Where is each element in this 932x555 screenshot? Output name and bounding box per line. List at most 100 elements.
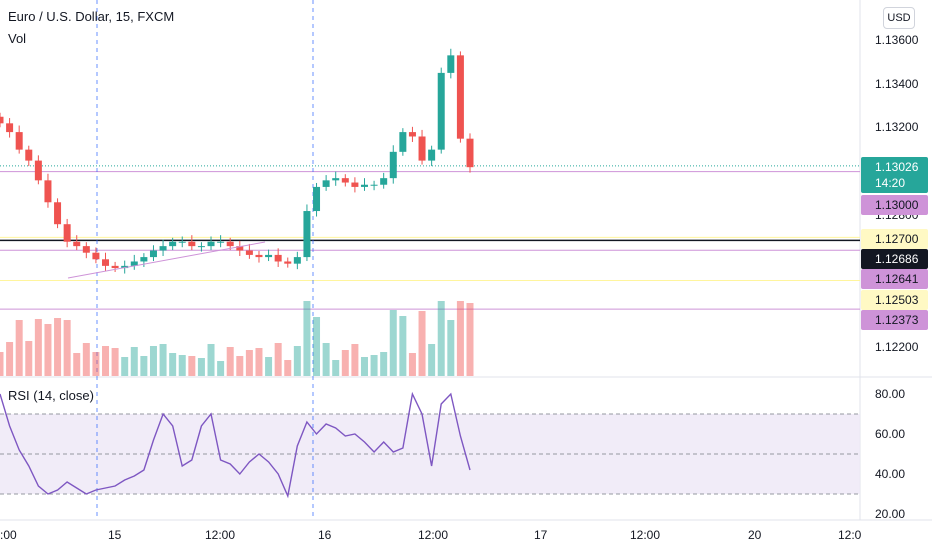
- candle[interactable]: [408, 132, 416, 137]
- volume-bar: [418, 311, 426, 376]
- candle[interactable]: [6, 123, 14, 133]
- candle[interactable]: [389, 151, 397, 179]
- candle[interactable]: [111, 265, 119, 269]
- candle[interactable]: [178, 241, 186, 243]
- candle[interactable]: [245, 250, 253, 255]
- volume-bar: [121, 357, 129, 376]
- volume-bar: [380, 352, 388, 376]
- last-price-badge: 1.13026 14:20: [861, 157, 928, 193]
- candle[interactable]: [34, 160, 42, 181]
- volume-bar: [149, 346, 157, 376]
- volume-bar: [245, 350, 253, 376]
- candle[interactable]: [380, 178, 388, 185]
- rsi-legend[interactable]: RSI (14, close): [6, 388, 96, 403]
- volume-bar: [399, 316, 407, 376]
- volume-bar: [102, 346, 110, 376]
- candle[interactable]: [188, 241, 196, 247]
- candle[interactable]: [399, 132, 407, 152]
- time-tick-label: :00: [0, 528, 17, 542]
- trend-line[interactable]: [67, 241, 266, 279]
- volume-bar: [217, 361, 225, 376]
- time-tick-label: 15: [108, 528, 122, 542]
- candle[interactable]: [360, 184, 368, 187]
- candle[interactable]: [265, 254, 273, 258]
- candle[interactable]: [322, 180, 330, 187]
- candle[interactable]: [447, 55, 455, 73]
- rsi-tick-label: 20.00: [875, 507, 905, 521]
- candle[interactable]: [159, 246, 167, 251]
- candle[interactable]: [313, 186, 321, 212]
- candle[interactable]: [169, 241, 177, 247]
- candle[interactable]: [332, 178, 340, 181]
- candle[interactable]: [25, 149, 33, 161]
- volume-bar: [370, 355, 378, 376]
- candle[interactable]: [44, 180, 52, 203]
- candle[interactable]: [102, 259, 110, 266]
- candle[interactable]: [0, 116, 4, 124]
- candle[interactable]: [130, 261, 138, 266]
- volume-bar: [0, 352, 4, 376]
- price-tick-label: 1.12200: [875, 340, 919, 354]
- volume-bar: [63, 320, 71, 376]
- price-tick-label: 1.13400: [875, 77, 919, 91]
- volume-bar: [428, 344, 436, 376]
- candle[interactable]: [456, 55, 464, 139]
- candle[interactable]: [351, 182, 359, 187]
- candle[interactable]: [63, 224, 71, 242]
- volume-bar: [341, 350, 349, 376]
- volume-bar: [73, 353, 81, 376]
- candle[interactable]: [236, 246, 244, 251]
- volume-bar: [130, 347, 138, 376]
- level-badge-1-12503: 1.12503: [861, 290, 928, 310]
- candle[interactable]: [197, 246, 205, 248]
- candle[interactable]: [149, 250, 157, 258]
- currency-button[interactable]: USD: [883, 7, 915, 29]
- volume-bar: [34, 319, 42, 376]
- volume-bar: [92, 352, 100, 376]
- volume-bar: [207, 344, 215, 376]
- candle[interactable]: [418, 136, 426, 161]
- volume-bar: [293, 346, 301, 376]
- candle[interactable]: [293, 257, 301, 264]
- candle[interactable]: [82, 246, 90, 253]
- volume-bar: [360, 357, 368, 376]
- bar-countdown: 14:20: [875, 176, 906, 190]
- candle[interactable]: [54, 202, 62, 225]
- candle[interactable]: [303, 211, 311, 258]
- rsi-tick-label: 80.00: [875, 387, 905, 401]
- time-tick-label: 17: [534, 528, 548, 542]
- level-badge-1-12373: 1.12373: [861, 310, 928, 330]
- candle[interactable]: [15, 132, 23, 150]
- volume-legend[interactable]: Vol: [8, 31, 27, 46]
- candle[interactable]: [226, 241, 234, 247]
- volume-bar: [226, 347, 234, 376]
- volume-bar: [437, 301, 445, 376]
- candle[interactable]: [217, 241, 225, 243]
- candle[interactable]: [92, 252, 100, 260]
- candle[interactable]: [73, 241, 81, 247]
- rsi-line[interactable]: [0, 391, 471, 499]
- volume-bar: [15, 320, 23, 376]
- level-badge-1-12641: 1.12641: [861, 269, 928, 289]
- candle[interactable]: [274, 254, 282, 262]
- candle[interactable]: [284, 261, 292, 264]
- candle[interactable]: [437, 72, 445, 150]
- candle[interactable]: [341, 178, 349, 183]
- volume-bar: [44, 324, 52, 376]
- candle[interactable]: [140, 257, 148, 262]
- time-tick-label: 12:00: [630, 528, 660, 542]
- candle[interactable]: [466, 138, 474, 168]
- level-badge-1-13000: 1.13000: [861, 195, 928, 215]
- candle[interactable]: [255, 254, 263, 258]
- volume-bar: [313, 317, 321, 376]
- volume-bar: [332, 360, 340, 376]
- candle[interactable]: [207, 241, 215, 247]
- candle[interactable]: [121, 265, 129, 269]
- symbol-title[interactable]: Euro / U.S. Dollar, 15, FXCM: [8, 9, 175, 24]
- volume-bar: [322, 343, 330, 376]
- candle[interactable]: [370, 184, 378, 186]
- candle[interactable]: [428, 149, 436, 161]
- time-tick-label: 20: [748, 528, 762, 542]
